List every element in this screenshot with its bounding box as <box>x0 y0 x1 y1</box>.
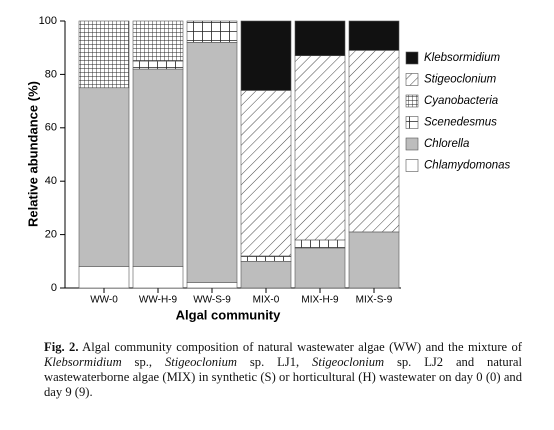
bar-segment <box>240 255 292 262</box>
bar-segment <box>240 20 292 91</box>
x-axis-label: Algal community <box>176 307 282 322</box>
legend-label: Chlamydomonas <box>424 160 511 172</box>
legend-label: Chlorella <box>424 138 469 150</box>
bar-segment <box>294 55 346 241</box>
x-tick-label: MIX-H-9 <box>301 295 339 306</box>
y-tick-label: 100 <box>39 15 57 27</box>
chart: Algal community Relative abundance (%) 0… <box>25 15 511 323</box>
legend-label: Cyanobacteria <box>424 95 498 107</box>
bar-segment <box>78 87 130 267</box>
legend-swatch <box>405 116 419 129</box>
bar-segment <box>132 20 184 62</box>
caption-text: sp. LJ1, <box>237 355 313 369</box>
legend-swatch <box>405 137 419 151</box>
bar-segment <box>348 50 400 233</box>
x-tick-label: MIX-0 <box>253 295 280 306</box>
bar-segment <box>294 239 346 249</box>
caption-label: Fig. 2. <box>44 340 79 354</box>
y-tick-label: 20 <box>45 229 57 241</box>
bar-segment <box>294 247 346 289</box>
x-tick-label: MIX-S-9 <box>356 295 393 306</box>
legend-label: Klebsormidium <box>424 52 500 64</box>
legend-swatch <box>405 159 419 172</box>
x-tick-label: WW-0 <box>90 295 118 306</box>
legend-swatch <box>405 94 419 108</box>
legend-swatch <box>405 73 419 86</box>
bar-segment <box>294 20 346 57</box>
bar-segment <box>348 20 400 51</box>
legend-swatch <box>405 51 419 65</box>
bar-segment <box>186 20 238 43</box>
caption-text: sp. LJ2 and natural wastewaterborne alga… <box>44 355 522 399</box>
legend-label: Scenedesmus <box>424 117 497 129</box>
bar-segment <box>186 282 238 289</box>
bar-segment <box>132 60 184 70</box>
legend-label: Stigeoclonium <box>424 74 497 86</box>
y-tick-label: 80 <box>45 68 57 80</box>
bar-segment <box>240 90 292 257</box>
bar-segment <box>132 68 184 267</box>
y-axis-label: Relative abundance (%) <box>25 81 40 227</box>
x-tick-label: WW-S-9 <box>193 295 231 306</box>
caption-text: Algal community composition of natural w… <box>78 340 522 354</box>
caption-text: sp., <box>121 355 165 369</box>
x-tick-label: WW-H-9 <box>139 295 178 306</box>
caption-text: Klebsormidium <box>44 355 122 369</box>
bar-segment <box>186 42 238 283</box>
y-tick-label: 60 <box>45 122 57 134</box>
caption-text: Stigeoclonium <box>164 355 237 369</box>
bar-segment <box>78 20 130 89</box>
caption-text: Stigeoclonium <box>312 355 385 369</box>
bar-segment <box>132 266 184 289</box>
bar-segment <box>78 266 130 289</box>
bar-segment <box>348 231 400 289</box>
figure-caption: Fig. 2. Algal community composition of n… <box>44 340 522 400</box>
y-tick-label: 0 <box>51 282 57 294</box>
y-tick-label: 40 <box>45 175 57 187</box>
bar-segment <box>240 260 292 289</box>
